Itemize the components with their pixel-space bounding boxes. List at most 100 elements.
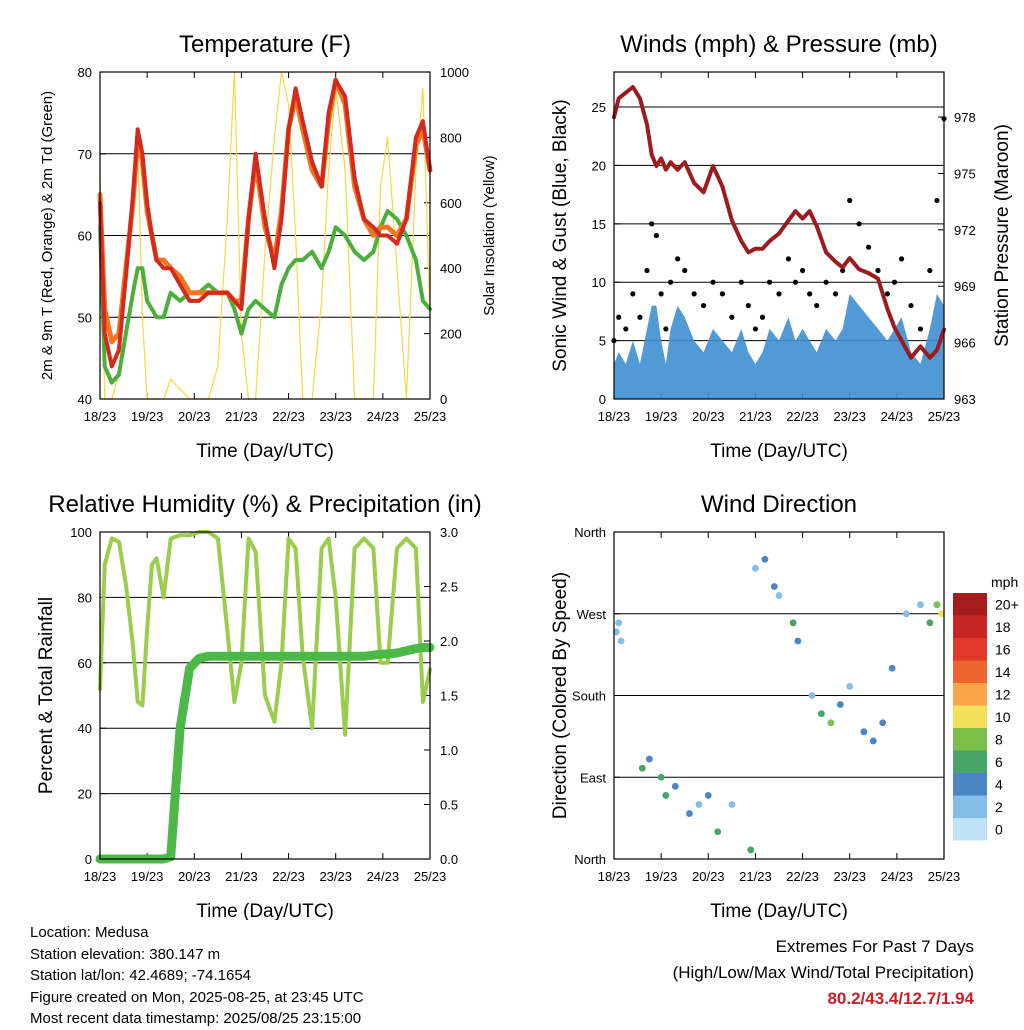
gust-point	[729, 314, 735, 320]
plot-frame	[613, 531, 945, 860]
plot-frame	[99, 71, 431, 400]
gust-point	[840, 267, 846, 274]
direction-point	[714, 828, 722, 836]
gust-point	[700, 302, 707, 309]
gust-point	[667, 279, 674, 285]
direction-point	[836, 701, 844, 708]
extremes-values: 80.2/43.4/12.7/1.94	[827, 989, 974, 1008]
y-tick-label: 25	[592, 100, 606, 115]
gust-point	[653, 232, 660, 239]
y-tick-label: South	[572, 689, 606, 704]
x-tick-label: 25/23	[414, 409, 447, 424]
direction-point	[747, 846, 755, 854]
direction-point	[888, 664, 896, 672]
direction-point	[638, 764, 646, 772]
y-axis-label-right: Station Pressure (Maroon)	[992, 124, 1013, 347]
y-tick-label: 0	[440, 392, 447, 407]
legend-label: 10	[995, 709, 1011, 725]
y-axis-label: Sonic Wind & Gust (Blue, Black)	[550, 99, 571, 371]
y-tick-label: 60	[78, 229, 92, 244]
direction-point	[761, 555, 769, 563]
direction-point	[775, 592, 783, 599]
y-tick-label: 0	[599, 392, 606, 407]
extremes-subtitle: (High/Low/Max Wind/Total Precipitation)	[672, 963, 974, 982]
y-tick-label: West	[577, 607, 607, 622]
y-tick-label: 0.5	[440, 798, 458, 813]
gust-point	[823, 279, 829, 285]
y-tick-label: 20	[592, 158, 606, 173]
gust-point	[766, 279, 773, 285]
direction-point	[704, 792, 712, 799]
y-axis-right: 963 966 969 972 975 978	[938, 110, 976, 407]
y-tick-label: 600	[440, 196, 462, 211]
x-tick-label: 24/23	[881, 409, 914, 424]
direction-point	[808, 692, 816, 699]
x-tick-label: 24/23	[881, 869, 914, 884]
gust-point	[658, 291, 664, 297]
y-tick-label: 963	[954, 392, 976, 407]
y-axis-label: Percent & Total Rainfall	[36, 597, 57, 794]
legend-label: 8	[995, 731, 1003, 747]
direction-point	[917, 601, 924, 609]
gust-point	[891, 279, 898, 285]
plot-frame	[99, 531, 431, 860]
legend-title: mph	[991, 574, 1018, 590]
legend-label: 0	[995, 821, 1003, 837]
legend-swatch	[953, 615, 987, 638]
x-ticks: 18/23 19/23 20/23 21/23 22/23 23/23 24/23 25/23	[84, 72, 447, 424]
direction-point	[770, 583, 778, 590]
x-tick-label: 21/23	[225, 869, 258, 884]
x-tick-label: 25/23	[928, 409, 961, 424]
y-axis-right: 0 200 400 600 800 1000	[424, 65, 469, 407]
panel-title: Winds (mph) & Pressure (mb)	[620, 31, 937, 58]
extremes-box: Extremes For Past 7 Days (High/Low/Max W…	[673, 934, 974, 1012]
legend-label: 6	[995, 754, 1003, 770]
x-tick-label: 20/23	[178, 409, 211, 424]
legend-swatch	[953, 818, 987, 841]
extremes-title: Extremes For Past 7 Days	[775, 937, 974, 956]
direction-point	[827, 719, 835, 727]
x-tick-label: 23/23	[833, 409, 866, 424]
gust-point	[865, 244, 872, 250]
y-tick-label: East	[580, 770, 606, 785]
y-tick-label: 40	[78, 721, 92, 736]
series-pressure	[612, 85, 946, 360]
x-ticks: 18/23 19/23 20/23 21/23 22/23 23/23 24/23 25/23	[598, 72, 961, 424]
x-tick-label: 22/23	[272, 409, 305, 424]
gust-point	[623, 326, 629, 332]
legend-label: 12	[995, 686, 1011, 702]
legend-label: 18	[995, 619, 1011, 635]
legend-swatch	[953, 660, 987, 683]
direction-point	[860, 728, 868, 736]
x-tick-label: 22/23	[786, 869, 819, 884]
y-axis-label: Direction (Colored By Speed)	[550, 572, 571, 819]
gust-point	[792, 279, 799, 285]
direction-point	[869, 737, 877, 745]
x-tick-label: 20/23	[692, 869, 725, 884]
legend-swatch	[953, 638, 987, 661]
direction-point	[789, 619, 797, 627]
x-tick-label: 22/23	[272, 869, 305, 884]
y-tick-label: 70	[78, 147, 92, 162]
gust-point	[807, 291, 813, 297]
y-tick-label: 1000	[440, 65, 469, 80]
y-tick-label: 40	[78, 392, 92, 407]
y-axis-label-right: Solar Insolation (Yellow)	[481, 155, 498, 315]
direction-point	[752, 564, 759, 572]
legend-label: 14	[995, 664, 1011, 680]
x-tick-label: 23/23	[833, 869, 866, 884]
panel-title: Temperature (F)	[179, 31, 351, 58]
y-tick-label: 80	[78, 590, 92, 605]
gust-point	[691, 291, 697, 297]
gust-point	[738, 279, 744, 285]
gust-point	[927, 267, 933, 274]
timestamp-text: Most recent data timestamp: 2025/08/25 2…	[30, 1010, 362, 1027]
direction-point	[645, 755, 653, 763]
gust-point	[682, 267, 688, 274]
direction-point	[926, 619, 934, 627]
latlon-text: Station lat/lon: 42.4689; -74.1654	[30, 967, 252, 984]
series-rh	[98, 530, 432, 737]
direction-point	[686, 810, 693, 817]
location-text: Location: Medusa	[30, 924, 149, 941]
